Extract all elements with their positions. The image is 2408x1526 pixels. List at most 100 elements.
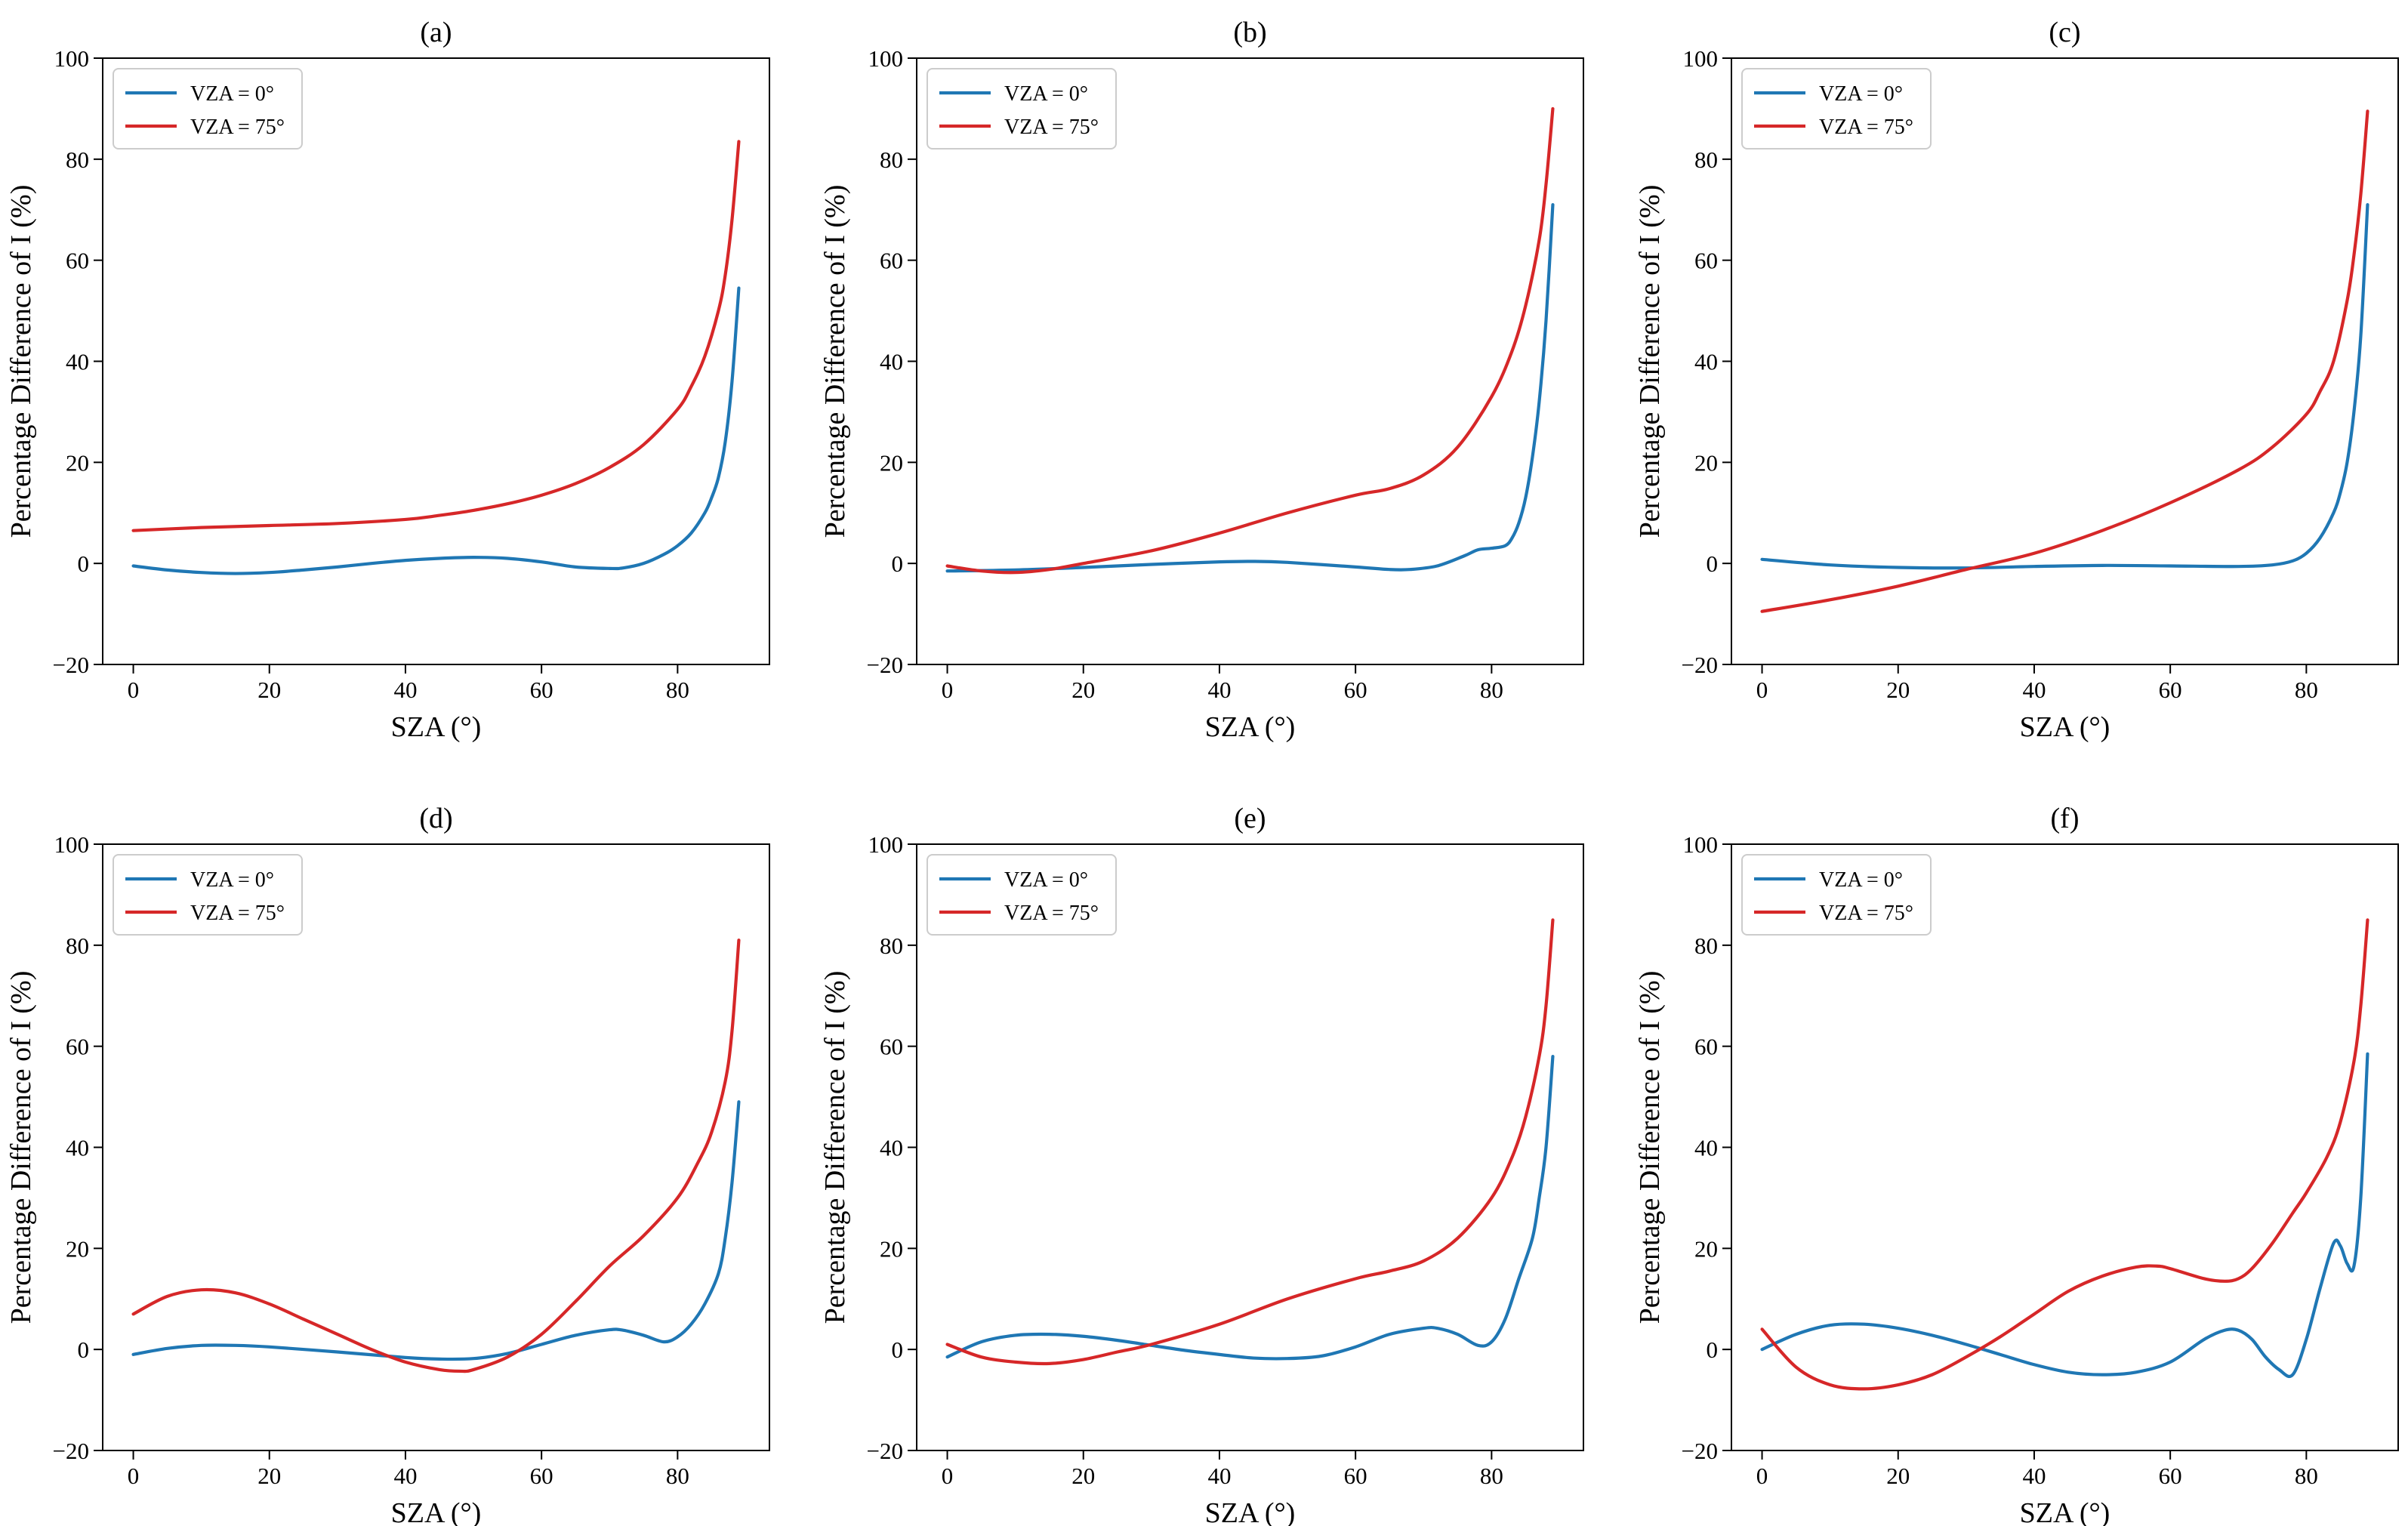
- x-tick-label: 80: [2295, 677, 2318, 703]
- y-tick-label: 80: [66, 146, 89, 173]
- x-tick-label: 20: [257, 1463, 281, 1489]
- y-tick-label: −20: [867, 1438, 903, 1464]
- x-tick-label: 0: [128, 677, 140, 703]
- y-axis-label: Percentage Difference of I (%): [5, 971, 37, 1324]
- panel-e: (e) 0 20 40 60 80 −20 0 20 40 60 80 100 SZA (°) Percen…: [819, 803, 1584, 1526]
- y-tick-label: 80: [66, 933, 89, 959]
- y-tick-label: 60: [880, 248, 903, 274]
- x-tick-label: 60: [1344, 677, 1367, 703]
- x-tick-label: 20: [257, 677, 281, 703]
- y-tick-label: 80: [880, 146, 903, 173]
- y-tick-label: 60: [1694, 1034, 1718, 1060]
- series-line-vza-0: [1760, 202, 2369, 570]
- legend-box: [927, 854, 1117, 936]
- legend: VZA = 0° VZA = 75°: [113, 854, 303, 936]
- legend-label-vza-75: VZA = 75°: [190, 116, 285, 139]
- y-tick-label: −20: [1682, 652, 1718, 678]
- x-tick-label: 60: [1344, 1463, 1367, 1489]
- legend-label-vza-75: VZA = 75°: [190, 902, 285, 925]
- y-tick-label: −20: [867, 652, 903, 678]
- legend-box: [1741, 854, 1932, 936]
- legend-label-vza-75: VZA = 75°: [1819, 902, 1913, 925]
- x-tick-label: 40: [1207, 1463, 1231, 1489]
- y-tick-label: 40: [66, 349, 89, 375]
- y-tick-label: 40: [1694, 1135, 1718, 1161]
- y-tick-label: 20: [1694, 449, 1718, 476]
- y-tick-label: −20: [1682, 1438, 1718, 1464]
- series-line-vza-75: [945, 106, 1555, 575]
- x-tick-label: 0: [1756, 1463, 1768, 1489]
- panel-title: (b): [1233, 17, 1266, 48]
- y-tick-label: 0: [1707, 550, 1719, 577]
- y-tick-label: 40: [66, 1135, 89, 1161]
- y-tick-label: 0: [78, 1336, 90, 1363]
- y-tick-label: 80: [1694, 933, 1718, 959]
- series-line-vza-0: [131, 286, 741, 575]
- x-tick-label: 0: [942, 1463, 954, 1489]
- legend: VZA = 0° VZA = 75°: [113, 68, 303, 150]
- y-axis-label: Percentage Difference of I (%): [5, 185, 37, 538]
- x-tick-label: 60: [530, 1463, 553, 1489]
- x-tick-label: 40: [2022, 677, 2046, 703]
- series-lines: [945, 918, 1555, 1366]
- x-tick-label: 40: [393, 677, 417, 703]
- series-lines: [1760, 109, 2369, 613]
- legend-box: [1741, 68, 1932, 150]
- panel-b: (b) 0 20 40 60 80 −20 0 20 40 60 80 100 SZA (°) Percen…: [819, 17, 1584, 743]
- y-tick-label: 60: [1694, 248, 1718, 274]
- series-line-vza-75: [131, 140, 741, 532]
- x-tick-label: 60: [530, 677, 553, 703]
- y-tick-label: 60: [66, 248, 89, 274]
- series-lines: [131, 939, 741, 1373]
- legend: VZA = 0° VZA = 75°: [927, 854, 1117, 936]
- series-lines: [945, 106, 1555, 575]
- y-tick-label: −20: [53, 652, 89, 678]
- y-tick-label: 40: [1694, 349, 1718, 375]
- y-tick-label: 40: [880, 349, 903, 375]
- panel-title: (e): [1234, 803, 1266, 834]
- y-tick-label: 0: [892, 550, 904, 577]
- legend-box: [113, 68, 303, 150]
- y-tick-label: 20: [1694, 1235, 1718, 1262]
- y-tick-label: 80: [880, 933, 903, 959]
- x-tick-label: 0: [128, 1463, 140, 1489]
- x-axis-label: SZA (°): [1205, 1497, 1296, 1526]
- y-tick-label: −20: [53, 1438, 89, 1464]
- y-tick-label: 100: [868, 45, 904, 72]
- x-tick-label: 80: [1480, 677, 1503, 703]
- x-tick-label: 40: [1207, 677, 1231, 703]
- x-tick-label: 0: [1756, 677, 1768, 703]
- y-tick-label: 60: [880, 1034, 903, 1060]
- x-axis-label: SZA (°): [391, 711, 482, 743]
- x-axis-label: SZA (°): [391, 1497, 482, 1526]
- y-tick-label: 0: [892, 1336, 904, 1363]
- legend-label-vza-0: VZA = 0°: [190, 82, 274, 106]
- x-tick-label: 80: [666, 1463, 689, 1489]
- series-lines: [1760, 918, 2369, 1391]
- legend-label-vza-0: VZA = 0°: [1004, 868, 1088, 892]
- panel-f: (f) 0 20 40 60 80 −20 0 20 40 60 80 100 SZA (°) Percen…: [1634, 803, 2399, 1526]
- panel-title: (a): [420, 17, 452, 48]
- x-tick-label: 0: [942, 677, 954, 703]
- y-tick-label: 80: [1694, 146, 1718, 173]
- legend: VZA = 0° VZA = 75°: [1741, 68, 1932, 150]
- legend-label-vza-75: VZA = 75°: [1819, 116, 1913, 139]
- y-tick-label: 100: [54, 45, 90, 72]
- y-tick-label: 100: [1683, 45, 1719, 72]
- series-line-vza-0: [1760, 1052, 2369, 1379]
- legend-box: [927, 68, 1117, 150]
- y-tick-label: 100: [868, 831, 904, 858]
- panel-title: (f): [2051, 803, 2080, 834]
- x-tick-label: 40: [2022, 1463, 2046, 1489]
- x-tick-label: 20: [1071, 677, 1095, 703]
- legend-label-vza-75: VZA = 75°: [1004, 116, 1099, 139]
- series-line-vza-75: [131, 939, 741, 1373]
- x-tick-label: 60: [2159, 677, 2182, 703]
- x-axis-label: SZA (°): [2020, 711, 2110, 743]
- panel-d: (d) 0 20 40 60 80 −20 0 20 40 60 80 100 SZA (°) Percen…: [5, 803, 770, 1526]
- series-line-vza-0: [131, 1100, 741, 1361]
- legend: VZA = 0° VZA = 75°: [1741, 854, 1932, 936]
- y-tick-label: 100: [1683, 831, 1719, 858]
